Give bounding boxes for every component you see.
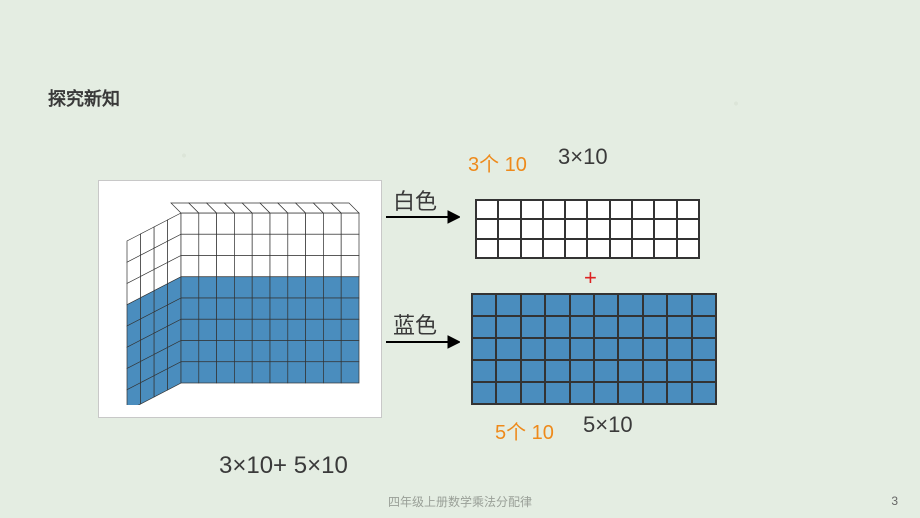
top-expr: 3×10: [558, 144, 608, 170]
plus-sign: +: [584, 265, 597, 291]
main-expression: 3×10+ 5×10: [219, 452, 348, 480]
bottom-blue-grid: [471, 293, 717, 405]
bottom-expr: 5×10: [583, 412, 633, 438]
bottom-count-orange: 5个 10: [495, 416, 554, 445]
top-count-orange: 3个 10: [468, 148, 527, 177]
footer-caption: 四年级上册数学乘法分配律: [388, 493, 532, 510]
top-white-grid: [475, 199, 700, 259]
page-number: 3: [891, 494, 898, 508]
label-white: 白色: [393, 184, 437, 216]
box-3d-diagram: [98, 180, 382, 418]
label-blue: 蓝色: [393, 308, 437, 340]
section-title: 探究新知: [48, 85, 120, 111]
